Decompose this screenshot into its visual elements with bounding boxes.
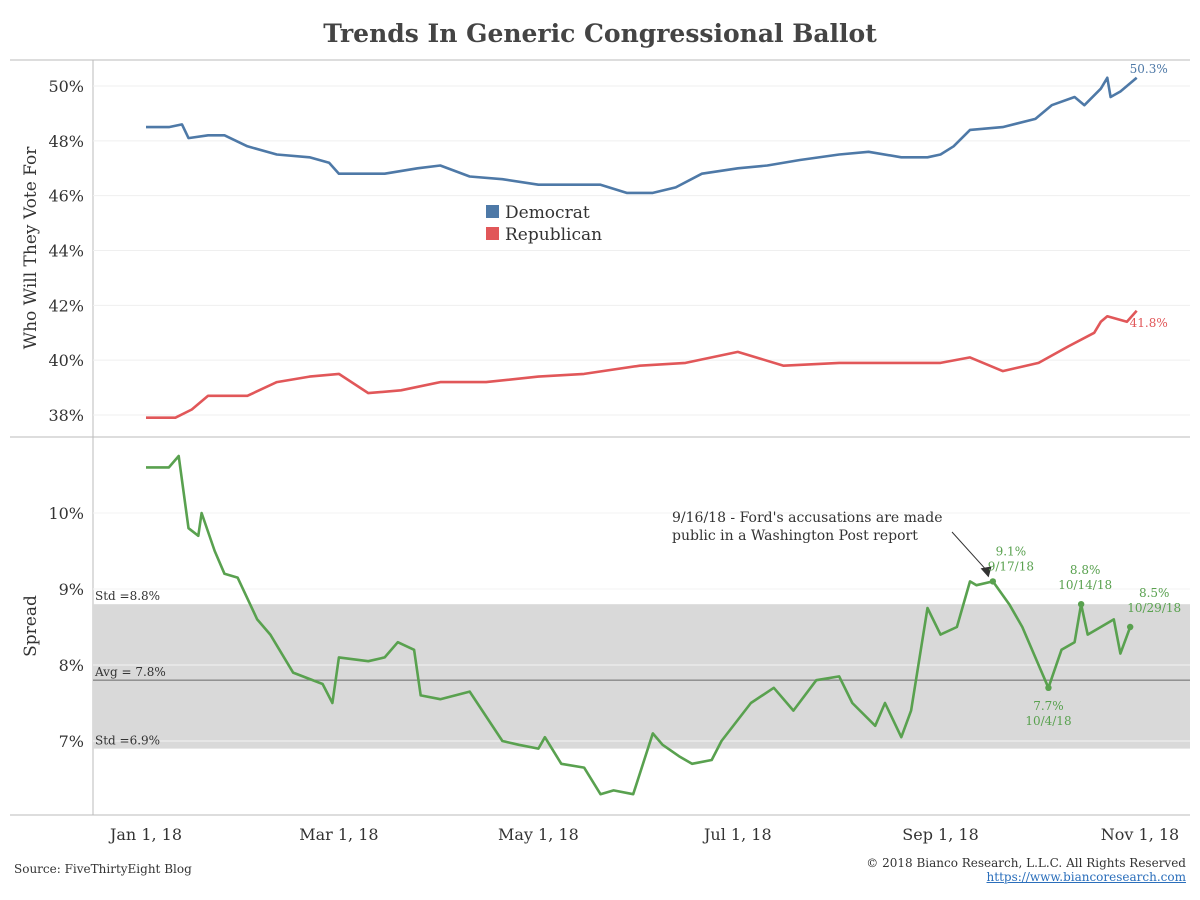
x-tick-label: Mar 1, 18	[299, 825, 378, 844]
y-tick-label: 9%	[59, 580, 84, 599]
x-tick-label: Nov 1, 18	[1101, 825, 1179, 844]
top-y-axis-label: Who Will They Vote For	[21, 146, 41, 350]
point-date-label: 10/14/18	[1058, 578, 1112, 592]
footer-credits: © 2018 Bianco Research, L.L.C. All Right…	[866, 856, 1186, 884]
y-tick-label: 40%	[48, 351, 84, 370]
point-value-label: 7.7%	[1033, 699, 1064, 713]
bottom-y-axis-label: Spread	[21, 595, 41, 657]
series-line-spread	[146, 454, 1132, 796]
y-tick-label: 7%	[59, 732, 84, 751]
ford-annotation-text: public in a Washington Post report	[672, 528, 918, 544]
end-value-label: 50.3%	[1130, 62, 1168, 76]
source-note: Source: FiveThirtyEight Blog	[14, 862, 192, 876]
point-date-label: 10/4/18	[1025, 714, 1071, 728]
y-tick-label: 46%	[48, 187, 84, 206]
legend: Democrat Republican	[486, 203, 602, 245]
y-tick-label: 48%	[48, 132, 84, 151]
x-tick-label: Jan 1, 18	[108, 825, 182, 844]
reference-label: Std =8.8%	[95, 589, 160, 603]
y-tick-label: 44%	[48, 242, 84, 261]
x-tick-label: May 1, 18	[498, 825, 579, 844]
point-value-label: 9.1%	[996, 544, 1027, 558]
annotation-arrowhead	[980, 566, 992, 578]
series-line-democrat	[146, 76, 1138, 195]
y-tick-label: 50%	[48, 77, 84, 96]
ford-annotation-text: 9/16/18 - Ford's accusations are made	[672, 510, 943, 526]
legend-label-democrat: Democrat	[505, 203, 590, 223]
std-band	[93, 604, 1190, 749]
marked-point	[1077, 601, 1085, 608]
legend-label-republican: Republican	[505, 225, 602, 245]
copyright-text: © 2018 Bianco Research, L.L.C. All Right…	[866, 856, 1186, 870]
y-tick-label: 10%	[48, 504, 84, 523]
point-value-label: 8.5%	[1139, 586, 1170, 600]
marked-point	[1126, 623, 1134, 631]
annotation-arrow	[951, 531, 988, 572]
marked-point	[989, 578, 997, 585]
end-value-label: 41.8%	[1130, 316, 1168, 330]
marked-point	[1045, 684, 1052, 691]
chart-title: Trends In Generic Congressional Ballot	[323, 19, 877, 48]
point-date-label: 10/29/18	[1127, 601, 1181, 615]
x-axis: Jan 1, 18 Mar 1, 18 May 1, 18 Jul 1, 18 Sep …	[108, 825, 1179, 844]
x-tick-label: Jul 1, 18	[702, 825, 772, 844]
website-link[interactable]: https://www.biancoresearch.com	[986, 870, 1186, 884]
point-value-label: 8.8%	[1070, 563, 1101, 577]
y-tick-label: 8%	[59, 656, 84, 675]
legend-swatch-democrat	[486, 205, 499, 218]
point-date-label: 9/17/18	[988, 559, 1034, 573]
top-panel: 38% 40% 42% 44% 46% 48% 50% 50.3% 41.8%	[10, 59, 1190, 437]
y-tick-label: 42%	[48, 296, 84, 315]
x-tick-label: Sep 1, 18	[902, 825, 978, 844]
reference-label: Avg = 7.8%	[94, 665, 166, 679]
bottom-panel: Std =8.8% Avg = 7.8% Std =6.9% 7% 8% 9% 10% 9…	[10, 437, 1190, 816]
reference-label: Std =6.9%	[95, 734, 160, 748]
series-line-republican	[146, 309, 1138, 420]
legend-swatch-republican	[486, 227, 499, 240]
y-tick-label: 38%	[48, 406, 84, 425]
